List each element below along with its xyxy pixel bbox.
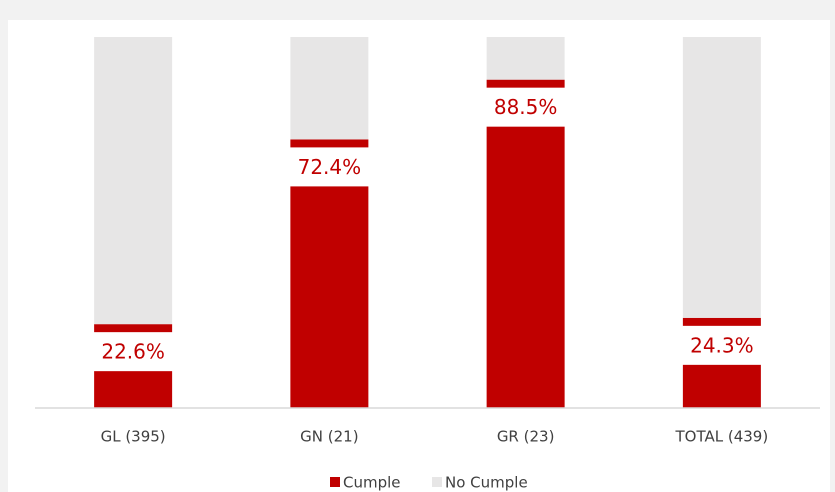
legend-swatch (330, 477, 340, 487)
legend-swatch (432, 477, 442, 487)
label-box (288, 147, 371, 187)
data-label: 24.3% (690, 333, 754, 357)
bar-segment (486, 37, 565, 80)
bar-segment (486, 79, 565, 408)
bar-segment (682, 37, 761, 318)
data-label: 22.6% (101, 340, 165, 364)
label-box (484, 87, 567, 127)
x-tick-label: TOTAL (439) (675, 428, 769, 446)
data-label: 88.5% (494, 95, 558, 119)
data-label: 72.4% (298, 155, 362, 179)
bar-segment (290, 37, 369, 140)
x-tick-label: GL (395) (101, 428, 166, 446)
x-tick-label: GR (23) (497, 428, 555, 446)
x-tick-label: GN (21) (300, 428, 358, 446)
legend-label: Cumple (343, 474, 401, 492)
label-box (680, 325, 763, 365)
label-box (92, 332, 175, 372)
legend-label: No Cumple (445, 474, 528, 492)
bar-segment (94, 37, 173, 325)
